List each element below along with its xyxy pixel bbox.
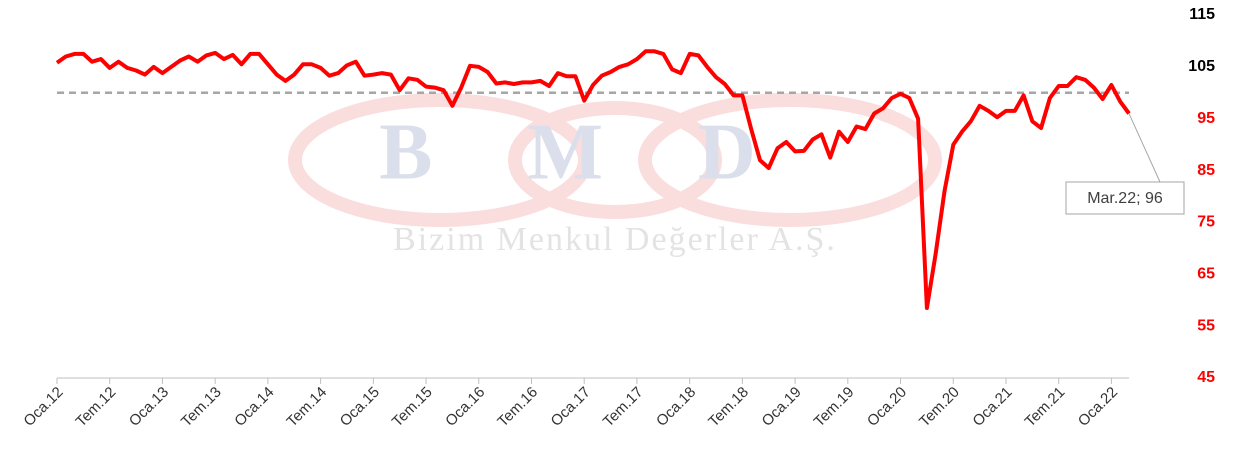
x-tick-label: Tem.20 xyxy=(916,384,963,431)
y-tick-label: 95 xyxy=(1197,110,1215,127)
y-tick-label: 65 xyxy=(1197,266,1215,283)
data-line xyxy=(55,49,1131,310)
annotation-leader xyxy=(1128,113,1161,183)
x-tick-label: Oca.16 xyxy=(442,384,488,430)
x-tick-label: Tem.13 xyxy=(178,384,225,431)
x-tick-label: Oca.14 xyxy=(231,384,277,430)
watermark-company: Bizim Menkul Değerler A.Ş. xyxy=(393,221,837,258)
watermark-ring xyxy=(288,93,592,227)
annotation-label: Mar.22; 96 xyxy=(1087,190,1163,207)
x-tick-label: Oca.19 xyxy=(759,384,805,430)
x-tick-label: Oca.20 xyxy=(864,384,910,430)
x-tick-label: Tem.17 xyxy=(600,384,647,431)
x-tick-label: Tem.14 xyxy=(283,384,330,431)
x-tick-label: Oca.18 xyxy=(653,384,699,430)
x-tick-label: Oca.13 xyxy=(126,384,172,430)
x-tick-label: Oca.21 xyxy=(969,384,1015,430)
x-tick-label: Tem.12 xyxy=(73,384,120,431)
y-tick-label: 75 xyxy=(1197,214,1215,231)
y-tick-label: 85 xyxy=(1197,162,1215,179)
x-tick-label: Tem.21 xyxy=(1022,384,1069,431)
x-tick-label: Tem.19 xyxy=(811,384,858,431)
y-tick-label: 105 xyxy=(1188,58,1215,75)
x-tick-label: Tem.16 xyxy=(494,384,541,431)
watermark: BMD Bizim Menkul Değerler A.Ş. xyxy=(288,93,942,258)
x-tick-label: Oca.22 xyxy=(1075,384,1121,430)
annotation-box xyxy=(1065,181,1185,215)
watermark-ring xyxy=(638,93,942,227)
y-tick-label: 45 xyxy=(1197,369,1215,386)
x-tick-label: Tem.15 xyxy=(389,384,436,431)
watermark-logo: BMD xyxy=(379,108,851,196)
x-tick-label: Oca.15 xyxy=(337,384,383,430)
watermark-ring xyxy=(508,101,722,219)
x-tick-label: Oca.12 xyxy=(20,384,66,430)
y-tick-label: 115 xyxy=(1189,6,1215,23)
y-tick-label: 55 xyxy=(1197,317,1215,334)
x-tick-label: Tem.18 xyxy=(705,384,752,431)
x-tick-label: Oca.17 xyxy=(548,384,594,430)
